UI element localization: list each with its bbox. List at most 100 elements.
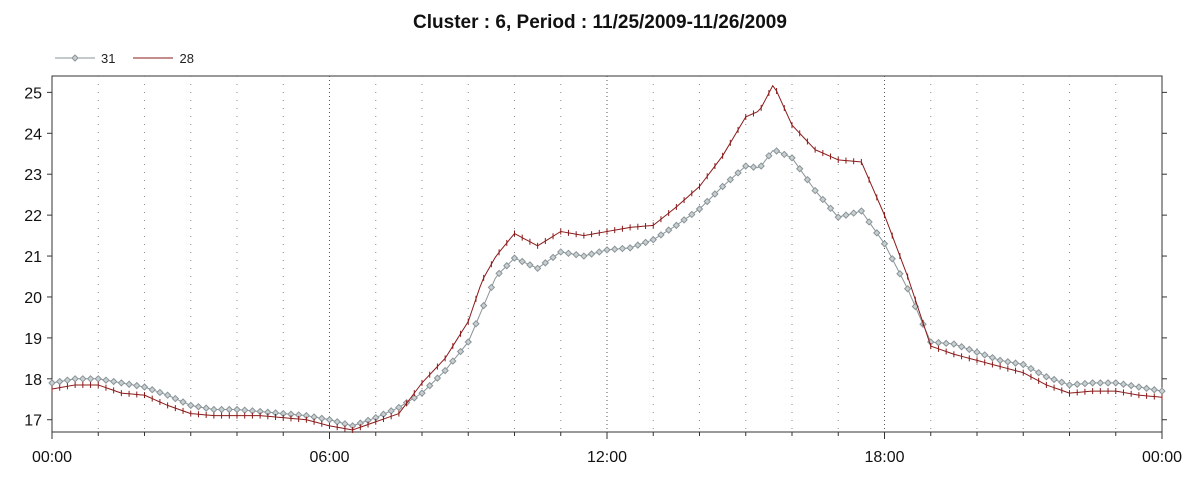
- series-marker-31: [1065, 381, 1074, 389]
- series-marker-31: [880, 240, 889, 248]
- series-marker-31: [611, 245, 619, 253]
- series-marker-31: [672, 221, 681, 230]
- series-marker-31: [957, 343, 966, 351]
- series-marker-31: [526, 261, 534, 269]
- x-tick-label: 00:00: [32, 449, 72, 466]
- series-marker-31: [803, 175, 812, 184]
- series-marker-31: [456, 347, 465, 356]
- series-marker-31: [1081, 379, 1089, 388]
- series-marker-31: [479, 301, 488, 310]
- series-marker-31: [1127, 381, 1135, 390]
- series-marker-31: [187, 401, 195, 410]
- series-marker-31: [749, 163, 758, 171]
- series-marker-31: [156, 388, 164, 397]
- series-marker-31: [888, 255, 896, 263]
- series-marker-31: [903, 285, 912, 293]
- legend-swatch-28: [133, 57, 174, 59]
- x-tick-label: 06:00: [309, 449, 349, 466]
- series-marker-31: [772, 147, 781, 155]
- series-marker-31: [996, 356, 1004, 365]
- y-tick-label: 22: [24, 208, 42, 225]
- series-marker-31: [896, 270, 904, 278]
- series-marker-31: [148, 386, 156, 394]
- x-tick-label: 18:00: [864, 449, 904, 466]
- series-marker-31: [557, 248, 565, 256]
- series-marker-31: [518, 257, 526, 266]
- series-marker-31: [163, 391, 172, 399]
- series-marker-31: [495, 269, 503, 278]
- series-marker-31: [981, 351, 989, 359]
- series-marker-31: [464, 338, 472, 346]
- series-marker-31: [1073, 380, 1081, 388]
- series-marker-31: [1042, 373, 1051, 381]
- series-marker-31: [102, 376, 110, 384]
- series-marker-31: [718, 182, 727, 191]
- series-marker-31: [1011, 359, 1020, 367]
- series-marker-31: [133, 381, 141, 390]
- series-marker-31: [680, 216, 688, 224]
- series-marker-31: [325, 416, 334, 424]
- series-marker-31: [826, 204, 835, 213]
- series-marker-31: [395, 403, 403, 412]
- series-marker-31: [873, 229, 881, 237]
- series-marker-31: [1119, 380, 1128, 388]
- series-marker-31: [634, 241, 642, 249]
- series-marker-31: [171, 394, 180, 403]
- y-tick-label: 24: [24, 126, 42, 143]
- legend-item-31: 31: [55, 51, 115, 66]
- series-marker-31: [572, 250, 580, 259]
- series-marker-31: [603, 246, 611, 254]
- series-marker-31: [549, 253, 557, 262]
- series-marker-31: [225, 405, 233, 414]
- series-marker-31: [233, 405, 241, 414]
- legend-swatch-31: [55, 54, 95, 62]
- series-marker-31: [626, 244, 634, 252]
- series-marker-31: [641, 238, 650, 247]
- y-tick-label: 25: [24, 85, 42, 102]
- series-marker-31: [510, 254, 519, 262]
- series-marker-31: [1158, 387, 1166, 395]
- y-tick-label: 23: [24, 167, 42, 184]
- series-marker-31: [865, 218, 873, 226]
- series-marker-31: [1058, 378, 1066, 386]
- series-marker-31: [657, 231, 665, 239]
- x-tick-label: 12:00: [587, 449, 627, 466]
- series-marker-31: [441, 366, 449, 375]
- series-marker-31: [842, 211, 850, 219]
- legend-item-28: 28: [133, 50, 194, 66]
- series-marker-31: [726, 175, 735, 184]
- series-marker-31: [564, 249, 573, 258]
- series-marker-31: [63, 376, 72, 384]
- series-marker-31: [433, 374, 442, 382]
- plot-frame: [51, 75, 1163, 433]
- series-marker-31: [1034, 368, 1043, 377]
- series-marker-31: [426, 381, 434, 390]
- series-marker-31: [811, 186, 819, 195]
- series-marker-31: [1050, 375, 1058, 384]
- series-marker-31: [703, 197, 711, 206]
- series-marker-31: [194, 403, 203, 411]
- series-marker-31: [742, 162, 750, 170]
- series-marker-31: [86, 375, 95, 383]
- series-marker-31: [711, 190, 719, 198]
- legend-label-28: 28: [179, 50, 194, 66]
- series-marker-31: [934, 338, 943, 347]
- series-marker-31: [125, 380, 133, 388]
- series-marker-31: [71, 375, 79, 383]
- series-marker-31: [1096, 379, 1105, 387]
- series-marker-31: [819, 195, 827, 204]
- series-marker-31: [765, 152, 773, 160]
- series-marker-31: [410, 394, 418, 402]
- series-marker-31: [79, 375, 87, 383]
- series-marker-31: [618, 244, 627, 253]
- y-tick-label: 17: [24, 413, 42, 430]
- series-marker-31: [950, 340, 958, 348]
- series-marker-31: [1135, 383, 1143, 391]
- y-tick-label: 21: [24, 249, 42, 266]
- series-marker-31: [541, 259, 550, 267]
- series-marker-31: [472, 320, 480, 328]
- series-marker-31: [849, 209, 858, 217]
- series-marker-31: [587, 250, 596, 258]
- series-marker-31: [1088, 379, 1097, 387]
